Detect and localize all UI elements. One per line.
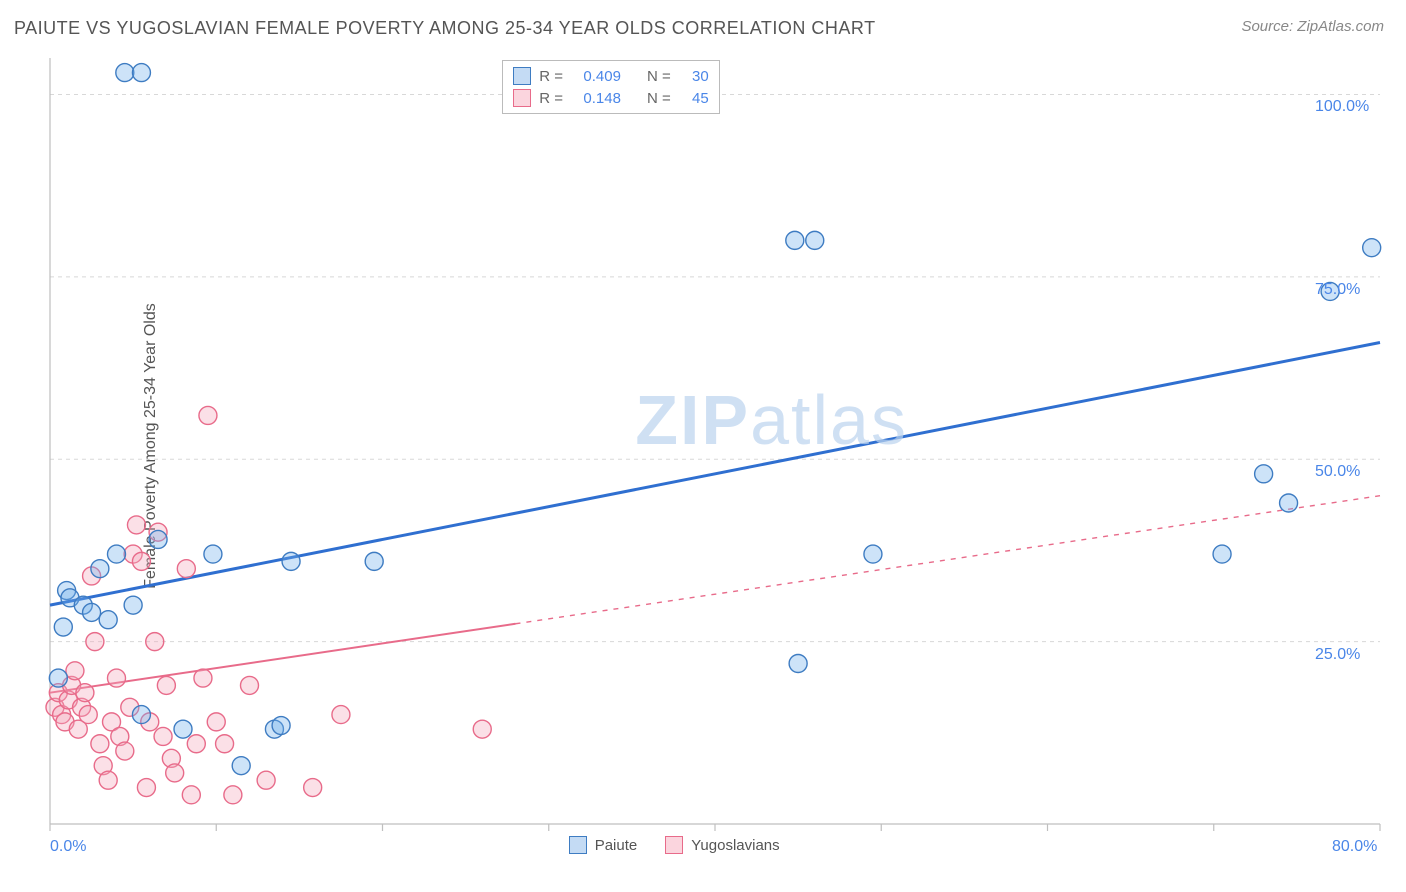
legend-r-label: R = [539,90,563,107]
source-attribution: Source: ZipAtlas.com [1241,18,1384,35]
series-legend-item: Yugoslavians [665,836,779,854]
series-legend-item: Paiute [569,836,638,854]
legend-swatch [665,836,683,854]
series-legend-label: Paiute [595,837,638,854]
legend-swatch [513,89,531,107]
series-legend-label: Yugoslavians [691,837,779,854]
legend-n-label: N = [647,68,671,85]
series-legend: Paiute Yugoslavians [569,836,780,854]
y-tick-label: 75.0% [1315,281,1360,299]
legend-row: R = 0.409 N = 30 [513,65,709,87]
legend-n-value: 45 [679,90,709,107]
y-tick-label: 50.0% [1315,463,1360,481]
chart-container: PAIUTE VS YUGOSLAVIAN FEMALE POVERTY AMO… [0,0,1406,892]
chart-title: PAIUTE VS YUGOSLAVIAN FEMALE POVERTY AMO… [14,18,876,39]
x-tick-label: 0.0% [50,838,86,856]
legend-n-value: 30 [679,68,709,85]
legend-r-value: 0.409 [571,68,621,85]
x-tick-label: 80.0% [1332,838,1377,856]
legend-row: R = 0.148 N = 45 [513,87,709,109]
legend-r-label: R = [539,68,563,85]
legend-swatch [513,67,531,85]
y-tick-label: 25.0% [1315,646,1360,664]
correlation-legend: R = 0.409 N = 30 R = 0.148 N = 45 [502,60,720,114]
legend-swatch [569,836,587,854]
scatter-plot [50,58,1380,824]
y-tick-label: 100.0% [1315,98,1369,116]
legend-r-value: 0.148 [571,90,621,107]
legend-n-label: N = [647,90,671,107]
